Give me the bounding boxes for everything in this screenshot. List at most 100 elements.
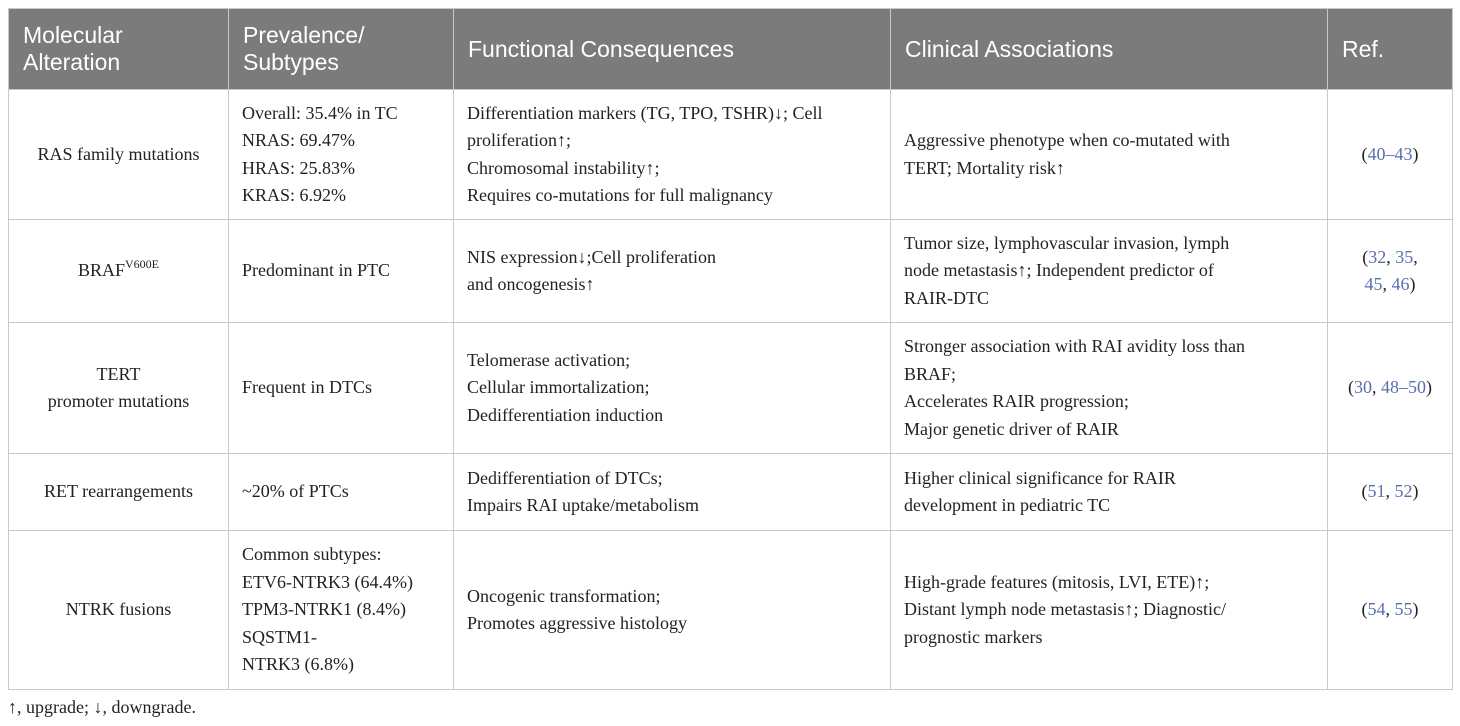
ref-line: (51, 52) bbox=[1341, 478, 1439, 506]
clinical-cell: Stronger association with RAI avidity lo… bbox=[890, 322, 1328, 454]
reference-punctuation: ) bbox=[1426, 377, 1432, 398]
reference-link[interactable]: 46 bbox=[1391, 274, 1410, 294]
cell-line: NRAS: 69.47% bbox=[242, 130, 356, 150]
prevalence-cell: Frequent in DTCs bbox=[228, 322, 454, 454]
cell-line: Tumor size, lymphovascular invasion, lym… bbox=[904, 232, 1230, 253]
prevalence-cell: Predominant in PTC bbox=[228, 219, 454, 323]
clinical-cell: Aggressive phenotype when co-mutated wit… bbox=[890, 89, 1328, 220]
cell-line: proliferation↑; bbox=[467, 130, 571, 150]
cell-line: BRAF; bbox=[904, 363, 957, 384]
cell-line: development in pediatric TC bbox=[904, 495, 1111, 515]
cell-line: NTRK3 (6.8%) bbox=[242, 654, 354, 675]
functional-cell: Telomerase activation; Cellular immortali… bbox=[453, 322, 891, 454]
reference-link[interactable]: 51 bbox=[1367, 481, 1386, 502]
reference-punctuation: , bbox=[1386, 246, 1396, 267]
prevalence-cell: ~20% of PTCs bbox=[228, 453, 454, 531]
ref-cell: (54, 55) bbox=[1327, 530, 1453, 690]
cell-line: SQSTM1- bbox=[242, 626, 318, 647]
table-body: RAS family mutations Overall: 35.4% in TC… bbox=[8, 89, 1453, 690]
header-ref: Ref. bbox=[1327, 8, 1453, 90]
alteration-cell: BRAFV600E bbox=[8, 219, 229, 323]
cell-line: Oncogenic transformation; bbox=[467, 585, 661, 606]
cell-line: and oncogenesis↑ bbox=[467, 274, 595, 294]
cell-line: RET rearrangements bbox=[43, 481, 194, 502]
reference-punctuation: ( bbox=[1361, 143, 1368, 164]
reference-punctuation: , bbox=[1372, 377, 1381, 398]
variant-superscript: V600E bbox=[125, 257, 160, 272]
cell-line: Accelerates RAIR progression; bbox=[904, 391, 1129, 411]
molecular-alterations-table: Molecular Alteration Prevalence/Subtypes Fu… bbox=[8, 8, 1453, 690]
table-header-row: Molecular Alteration Prevalence/Subtypes Fu… bbox=[8, 8, 1453, 90]
reference-punctuation: ( bbox=[1361, 481, 1368, 502]
cell-line: NIS expression↓;Cell proliferation bbox=[467, 246, 716, 267]
ref-line: (54, 55) bbox=[1341, 596, 1439, 624]
reference-link[interactable]: 35 bbox=[1395, 246, 1414, 267]
reference-punctuation: ) bbox=[1409, 274, 1416, 294]
prevalence-cell: Common subtypes: ETV6-NTRK3 (64.4%) TPM3-N… bbox=[228, 530, 454, 690]
reference-punctuation: , bbox=[1382, 274, 1392, 294]
cell-line: KRAS: 6.92% bbox=[242, 185, 347, 205]
reference-link[interactable]: 32 bbox=[1368, 246, 1387, 267]
cell-line: Promotes aggressive histology bbox=[467, 613, 687, 633]
table-row: RAS family mutations Overall: 35.4% in TC… bbox=[8, 89, 1453, 220]
reference-link[interactable]: 55 bbox=[1394, 599, 1413, 620]
reference-punctuation: ) bbox=[1412, 143, 1419, 164]
cell-line: Predominant in PTC bbox=[242, 260, 390, 281]
ref-cell: (51, 52) bbox=[1327, 453, 1453, 531]
header-clinical-associations: Clinical Associations bbox=[890, 8, 1328, 90]
cell-line: HRAS: 25.83% bbox=[242, 157, 356, 178]
cell-line: node metastasis↑; Independent predictor … bbox=[904, 260, 1214, 281]
alteration-cell: RET rearrangements bbox=[8, 453, 229, 531]
functional-cell: NIS expression↓;Cell proliferation and on… bbox=[453, 219, 891, 323]
cell-line: Higher clinical significance for RAIR bbox=[904, 467, 1176, 488]
reference-link[interactable]: 52 bbox=[1394, 481, 1413, 502]
header-line: Ref. bbox=[1342, 35, 1385, 62]
cell-line: Frequent in DTCs bbox=[242, 377, 372, 398]
table-container: Molecular Alteration Prevalence/Subtypes Fu… bbox=[8, 8, 1453, 690]
cell-line: Stronger association with RAI avidity lo… bbox=[904, 336, 1245, 356]
reference-link[interactable]: 54 bbox=[1367, 599, 1386, 620]
reference-link[interactable]: 30 bbox=[1354, 377, 1372, 398]
functional-cell: Oncogenic transformation; Promotes aggres… bbox=[453, 530, 891, 690]
alteration-cell: TERT promoter mutations bbox=[8, 322, 229, 454]
reference-link[interactable]: 40–43 bbox=[1367, 143, 1413, 164]
cell-line: Major genetic driver of RAIR bbox=[904, 418, 1119, 439]
cell-line: prognostic markers bbox=[904, 626, 1043, 647]
cell-line: Chromosomal instability↑; bbox=[467, 157, 660, 178]
reference-punctuation: ) bbox=[1412, 481, 1419, 502]
ref-line: (30, 48–50) bbox=[1341, 374, 1439, 402]
cell-line: Requires co-mutations for full malignanc… bbox=[467, 185, 773, 205]
cell-line: TERT; Mortality risk↑ bbox=[904, 157, 1065, 178]
ref-cell: (40–43) bbox=[1327, 89, 1453, 220]
cell-line: Aggressive phenotype when co-mutated wit… bbox=[904, 130, 1230, 150]
header-line: Subtypes bbox=[243, 49, 339, 75]
functional-cell: Dedifferentiation of DTCs; Impairs RAI up… bbox=[453, 453, 891, 531]
alteration-cell: RAS family mutations bbox=[8, 89, 229, 220]
reference-punctuation: , bbox=[1385, 599, 1395, 620]
reference-link[interactable]: 45 bbox=[1364, 274, 1383, 294]
ref-line: 45, 46) bbox=[1341, 271, 1439, 299]
cell-line: ETV6-NTRK3 (64.4%) bbox=[242, 571, 413, 592]
table-row: RET rearrangements ~20% of PTCs Dedifferen… bbox=[8, 453, 1453, 531]
cell-line: Dedifferentiation of DTCs; bbox=[467, 467, 663, 488]
reference-link[interactable]: 48–50 bbox=[1381, 377, 1426, 398]
header-line: Functional Consequences bbox=[468, 35, 734, 62]
functional-cell: Differentiation markers (TG, TPO, TSHR)↓… bbox=[453, 89, 891, 220]
table-row: BRAFV600E Predominant in PTC NIS expressio… bbox=[8, 219, 1453, 323]
cell-line: Impairs RAI uptake/metabolism bbox=[467, 495, 699, 515]
clinical-cell: High-grade features (mitosis, LVI, ETE)↑… bbox=[890, 530, 1328, 690]
header-functional-consequences: Functional Consequences bbox=[453, 8, 891, 90]
clinical-cell: Tumor size, lymphovascular invasion, lym… bbox=[890, 219, 1328, 323]
ref-line: (32, 35, bbox=[1341, 244, 1439, 272]
prevalence-cell: Overall: 35.4% in TC NRAS: 69.47% HRAS: 25… bbox=[228, 89, 454, 220]
header-line: Alteration bbox=[23, 49, 121, 75]
alteration-cell: NTRK fusions bbox=[8, 530, 229, 690]
ref-cell: (32, 35, 45, 46) bbox=[1327, 219, 1453, 323]
cell-line: Cellular immortalization; bbox=[467, 377, 650, 398]
cell-line: Common subtypes: bbox=[242, 544, 382, 565]
cell-line: promoter mutations bbox=[47, 391, 190, 411]
cell-line: Distant lymph node metastasis↑; Diagnost… bbox=[904, 599, 1226, 620]
reference-punctuation: , bbox=[1385, 481, 1395, 502]
gene-name: BRAF bbox=[77, 260, 126, 281]
ref-line: (40–43) bbox=[1341, 141, 1439, 169]
